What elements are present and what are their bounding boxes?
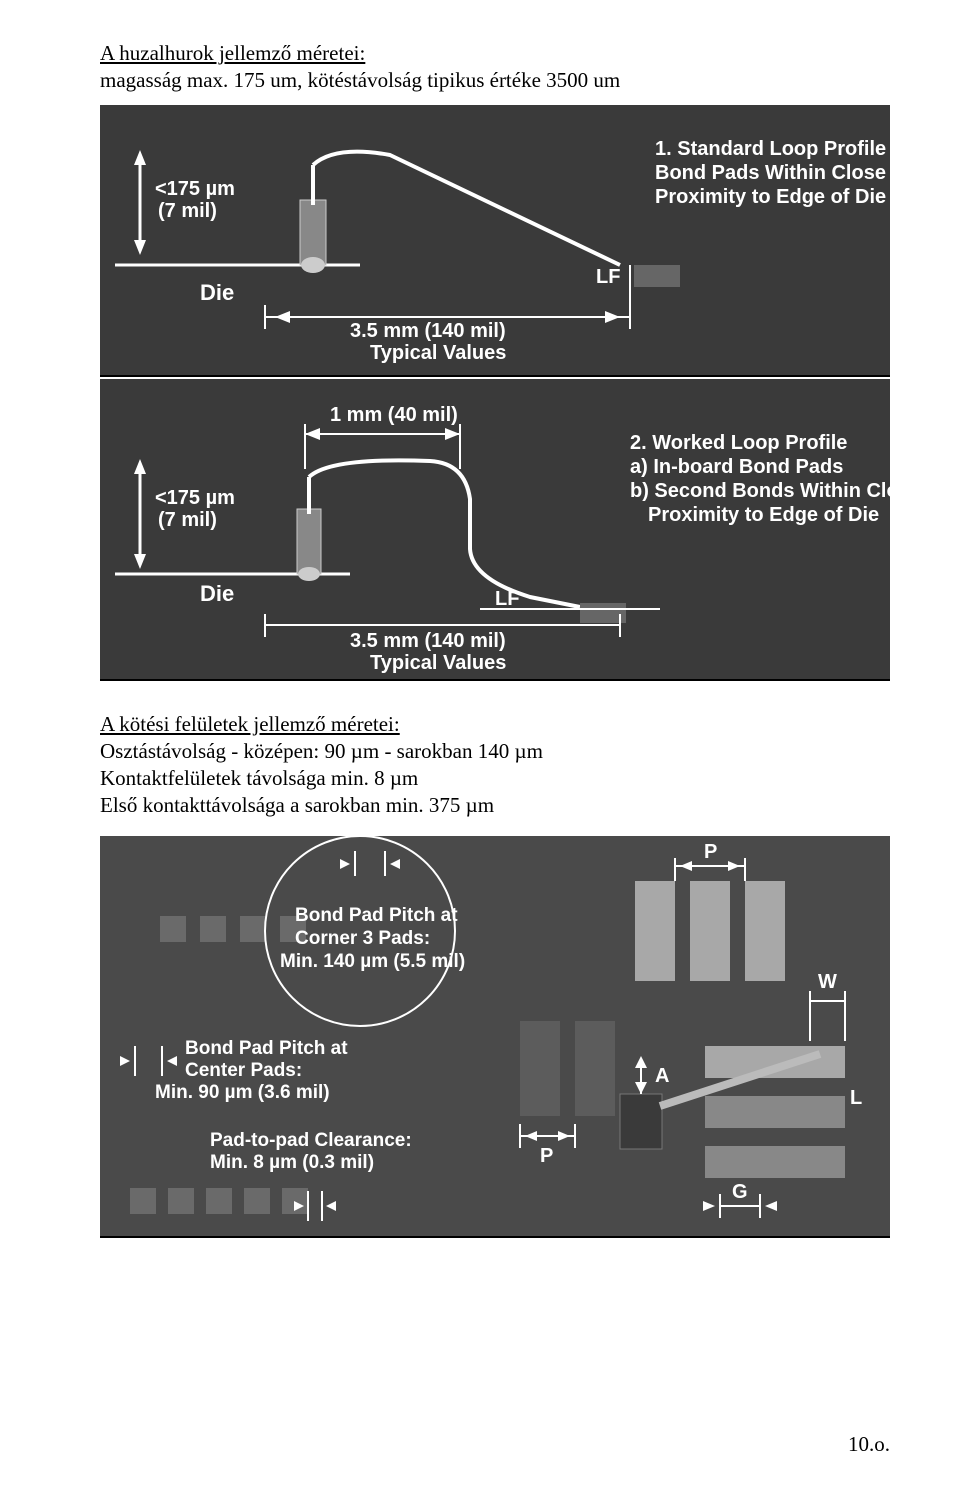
mid-line-1: A kötési felületek jellemző méretei:: [100, 712, 400, 736]
mid-line-2: Osztástávolság - középen: 90 µm - sarokb…: [100, 738, 890, 765]
d2-cap-1: 2. Worked Loop Profile: [630, 432, 847, 454]
d3-w: W: [818, 971, 837, 993]
intro-line-2: magasság max. 175 um, kötéstávolság tipi…: [100, 67, 890, 94]
d3-clr-2: Min. 8 µm (0.3 mil): [210, 1152, 374, 1173]
d3-center-2: Center Pads:: [185, 1060, 302, 1081]
d3-corner-1: Bond Pad Pitch at: [295, 905, 458, 926]
d1-height-1: <175 µm: [155, 178, 235, 200]
diagram-standard-loop: <175 µm (7 mil) Die LF 3.5 mm (140 mil) …: [100, 105, 890, 377]
d3-p-mid: P: [540, 1145, 553, 1167]
d2-top: 1 mm (40 mil): [330, 404, 458, 426]
d1-h2: Typical Values: [370, 342, 506, 364]
diagram-worked-loop: 1 mm (40 mil) <175 µm (7 mil) Die LF: [100, 379, 890, 681]
d3-center-1: Bond Pad Pitch at: [185, 1038, 348, 1059]
d3-a: A: [655, 1065, 669, 1087]
diagram-bond-pad-pitch: P Bond Pad Pitch at Corner 3 Pads: Min. …: [100, 836, 890, 1238]
d1-h1: 3.5 mm (140 mil): [350, 320, 506, 342]
d2-height-1: <175 µm: [155, 487, 235, 509]
intro-line-1: A huzalhurok jellemző méretei:: [100, 40, 890, 67]
d2-h2: Typical Values: [370, 652, 506, 674]
intro-underlined: A huzalhurok jellemző méretei:: [100, 41, 365, 65]
d1-cap-2: Bond Pads Within Close: [655, 162, 886, 184]
d1-cap-1: 1. Standard Loop Profile: [655, 138, 886, 160]
d2-cap-2: a) In-board Bond Pads: [630, 456, 843, 478]
d3-clr-1: Pad-to-pad Clearance:: [210, 1130, 412, 1151]
d3-p-top: P: [704, 841, 717, 863]
d3-center-3: Min. 90 µm (3.6 mil): [155, 1082, 330, 1103]
d2-cap-3: b) Second Bonds Within Close: [630, 480, 890, 502]
d3-g: G: [732, 1181, 748, 1203]
d1-cap-3: Proximity to Edge of Die: [655, 186, 886, 208]
mid-text-block: A kötési felületek jellemző méretei: Osz…: [100, 711, 890, 820]
page-number: 10.o.: [848, 1432, 890, 1457]
d2-h1: 3.5 mm (140 mil): [350, 630, 506, 652]
d1-die: Die: [200, 280, 234, 305]
mid-line-3: Kontaktfelületek távolsága min. 8 µm: [100, 765, 890, 792]
d2-cap-4: Proximity to Edge of Die: [648, 504, 879, 526]
d3-corner-2: Corner 3 Pads:: [295, 928, 430, 949]
d1-height-2: (7 mil): [158, 200, 217, 222]
d2-height-2: (7 mil): [158, 509, 217, 531]
d3-corner-3: Min. 140 µm (5.5 mil): [280, 951, 465, 972]
d2-lf: LF: [495, 588, 519, 610]
d3-l: L: [850, 1087, 862, 1109]
d1-lf: LF: [596, 266, 620, 288]
d2-die: Die: [200, 581, 234, 606]
mid-line-4: Első kontakttávolsága a sarokban min. 37…: [100, 792, 890, 819]
